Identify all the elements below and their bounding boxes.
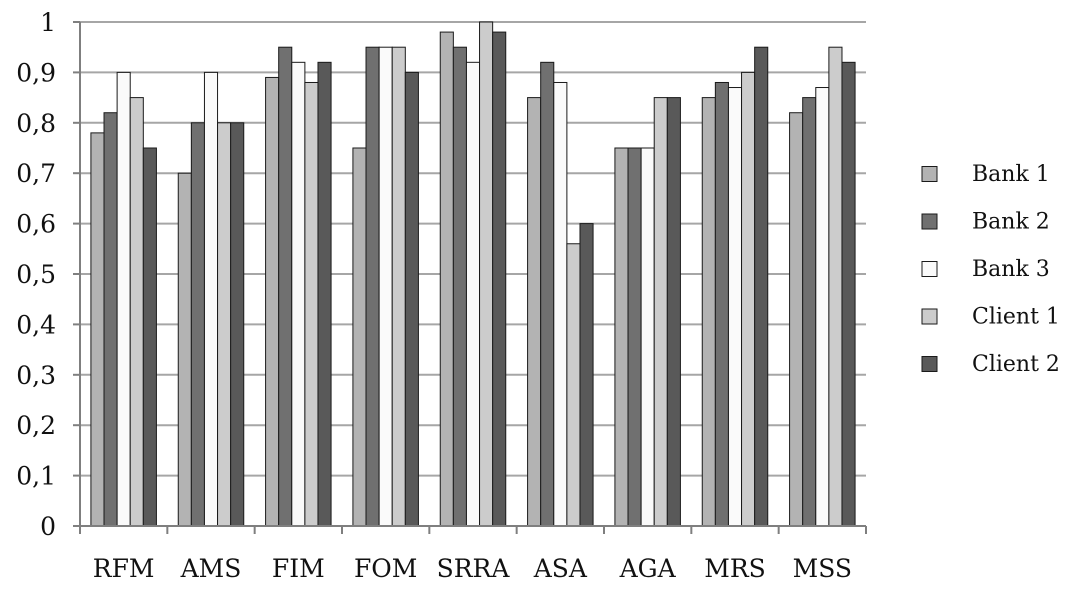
bar-ams-bank-3 xyxy=(203,71,219,527)
y-axis-ticks: 0 0,1 0,2 0,3 0,4 0,5 0,6 0,7 0,8 0,9 1 xyxy=(16,8,56,541)
bar-ams-bank-2 xyxy=(190,122,205,527)
bar-srra-bank-1 xyxy=(439,31,454,527)
bar-mrs-client-2 xyxy=(754,46,769,527)
bars xyxy=(90,21,856,527)
bar-fim-bank-3 xyxy=(291,61,306,527)
bar-aga-bank-2 xyxy=(627,147,642,527)
bar-rfm-client-1 xyxy=(129,97,144,527)
y-tick-label: 0,2 xyxy=(16,411,56,440)
bar-asa-bank-2 xyxy=(540,61,555,527)
y-tick-label: 0,9 xyxy=(16,58,56,87)
bar-asa-bank-1 xyxy=(527,97,542,527)
bar-aga-bank-3 xyxy=(640,147,655,527)
bar-fom-bank-2 xyxy=(365,46,380,527)
bar-ams-client-1 xyxy=(217,122,232,527)
bar-rfm-bank-1 xyxy=(90,132,105,527)
legend-label: Bank 1 xyxy=(972,162,1050,187)
bar-aga-client-2 xyxy=(666,97,681,527)
legend-swatch xyxy=(921,166,938,182)
x-tick-label: RFM xyxy=(93,554,155,583)
bar-srra-client-1 xyxy=(479,21,494,527)
bar-srra-bank-2 xyxy=(452,46,467,527)
legend-label: Bank 2 xyxy=(972,210,1050,235)
y-tick-label: 0,5 xyxy=(16,260,56,289)
bar-mrs-bank-3 xyxy=(727,87,743,527)
bar-rfm-bank-3 xyxy=(116,71,131,527)
bar-asa-client-1 xyxy=(566,243,581,527)
bar-fim-bank-1 xyxy=(265,76,280,527)
bar-srra-bank-3 xyxy=(465,61,481,527)
legend-swatch xyxy=(921,308,938,325)
bar-ams-client-2 xyxy=(230,122,245,527)
y-tick-label: 0,3 xyxy=(16,361,56,390)
y-tick-label: 0,1 xyxy=(16,462,56,491)
bar-srra-client-2 xyxy=(492,31,507,527)
legend-swatch xyxy=(921,261,938,277)
x-tick-label: FOM xyxy=(354,554,417,583)
y-tick-label: 0,6 xyxy=(16,210,56,239)
x-axis-ticks: RFM AMS FIM FOM SRRA ASA AGA MRS MSS xyxy=(93,554,852,583)
x-tick-label: MRS xyxy=(704,554,766,583)
bar-asa-client-2 xyxy=(579,223,594,527)
bar-mss-bank-1 xyxy=(789,112,804,527)
x-tick-label: SRRA xyxy=(437,554,511,583)
bar-mss-bank-3 xyxy=(815,87,830,527)
x-tick-label: FIM xyxy=(272,554,325,583)
x-tick-label: AGA xyxy=(619,554,677,583)
y-tick-label: 0 xyxy=(40,512,56,541)
bar-fim-bank-2 xyxy=(278,46,293,527)
bar-fom-client-2 xyxy=(404,71,419,527)
bar-mrs-bank-2 xyxy=(714,81,729,527)
bar-mss-client-2 xyxy=(841,61,856,527)
bar-fom-client-1 xyxy=(391,46,406,527)
bar-fom-bank-3 xyxy=(378,46,393,527)
legend-label: Client 2 xyxy=(972,352,1060,377)
bar-fom-bank-1 xyxy=(352,147,367,527)
bar-mrs-bank-1 xyxy=(701,97,716,527)
legend-swatch xyxy=(921,213,938,230)
bar-rfm-client-2 xyxy=(142,147,157,527)
x-tick-label: AMS xyxy=(180,554,242,583)
bar-asa-bank-3 xyxy=(553,81,568,527)
y-tick-label: 1 xyxy=(40,8,56,37)
legend-label: Client 1 xyxy=(972,305,1060,330)
y-tick-label: 0,4 xyxy=(16,310,56,339)
bar-mss-client-1 xyxy=(828,46,843,527)
y-tick-label: 0,8 xyxy=(16,109,56,138)
x-tick-label: ASA xyxy=(533,554,588,583)
bar-mss-bank-2 xyxy=(802,97,817,527)
legend-label: Bank 3 xyxy=(972,257,1050,282)
bar-fim-client-2 xyxy=(317,61,332,527)
bar-rfm-bank-2 xyxy=(103,112,118,527)
y-tick-label: 0,7 xyxy=(16,159,56,188)
legend: Bank 1 Bank 2 Bank 3 Client 1 Client 2 xyxy=(921,162,1060,377)
bar-ams-bank-1 xyxy=(177,172,192,527)
bar-fim-client-1 xyxy=(304,81,319,527)
legend-swatch xyxy=(921,356,938,372)
bar-aga-client-1 xyxy=(653,97,668,527)
bar-aga-bank-1 xyxy=(614,147,629,527)
bar-mrs-client-1 xyxy=(741,71,756,527)
axes xyxy=(73,21,867,534)
x-tick-label: MSS xyxy=(793,554,852,583)
